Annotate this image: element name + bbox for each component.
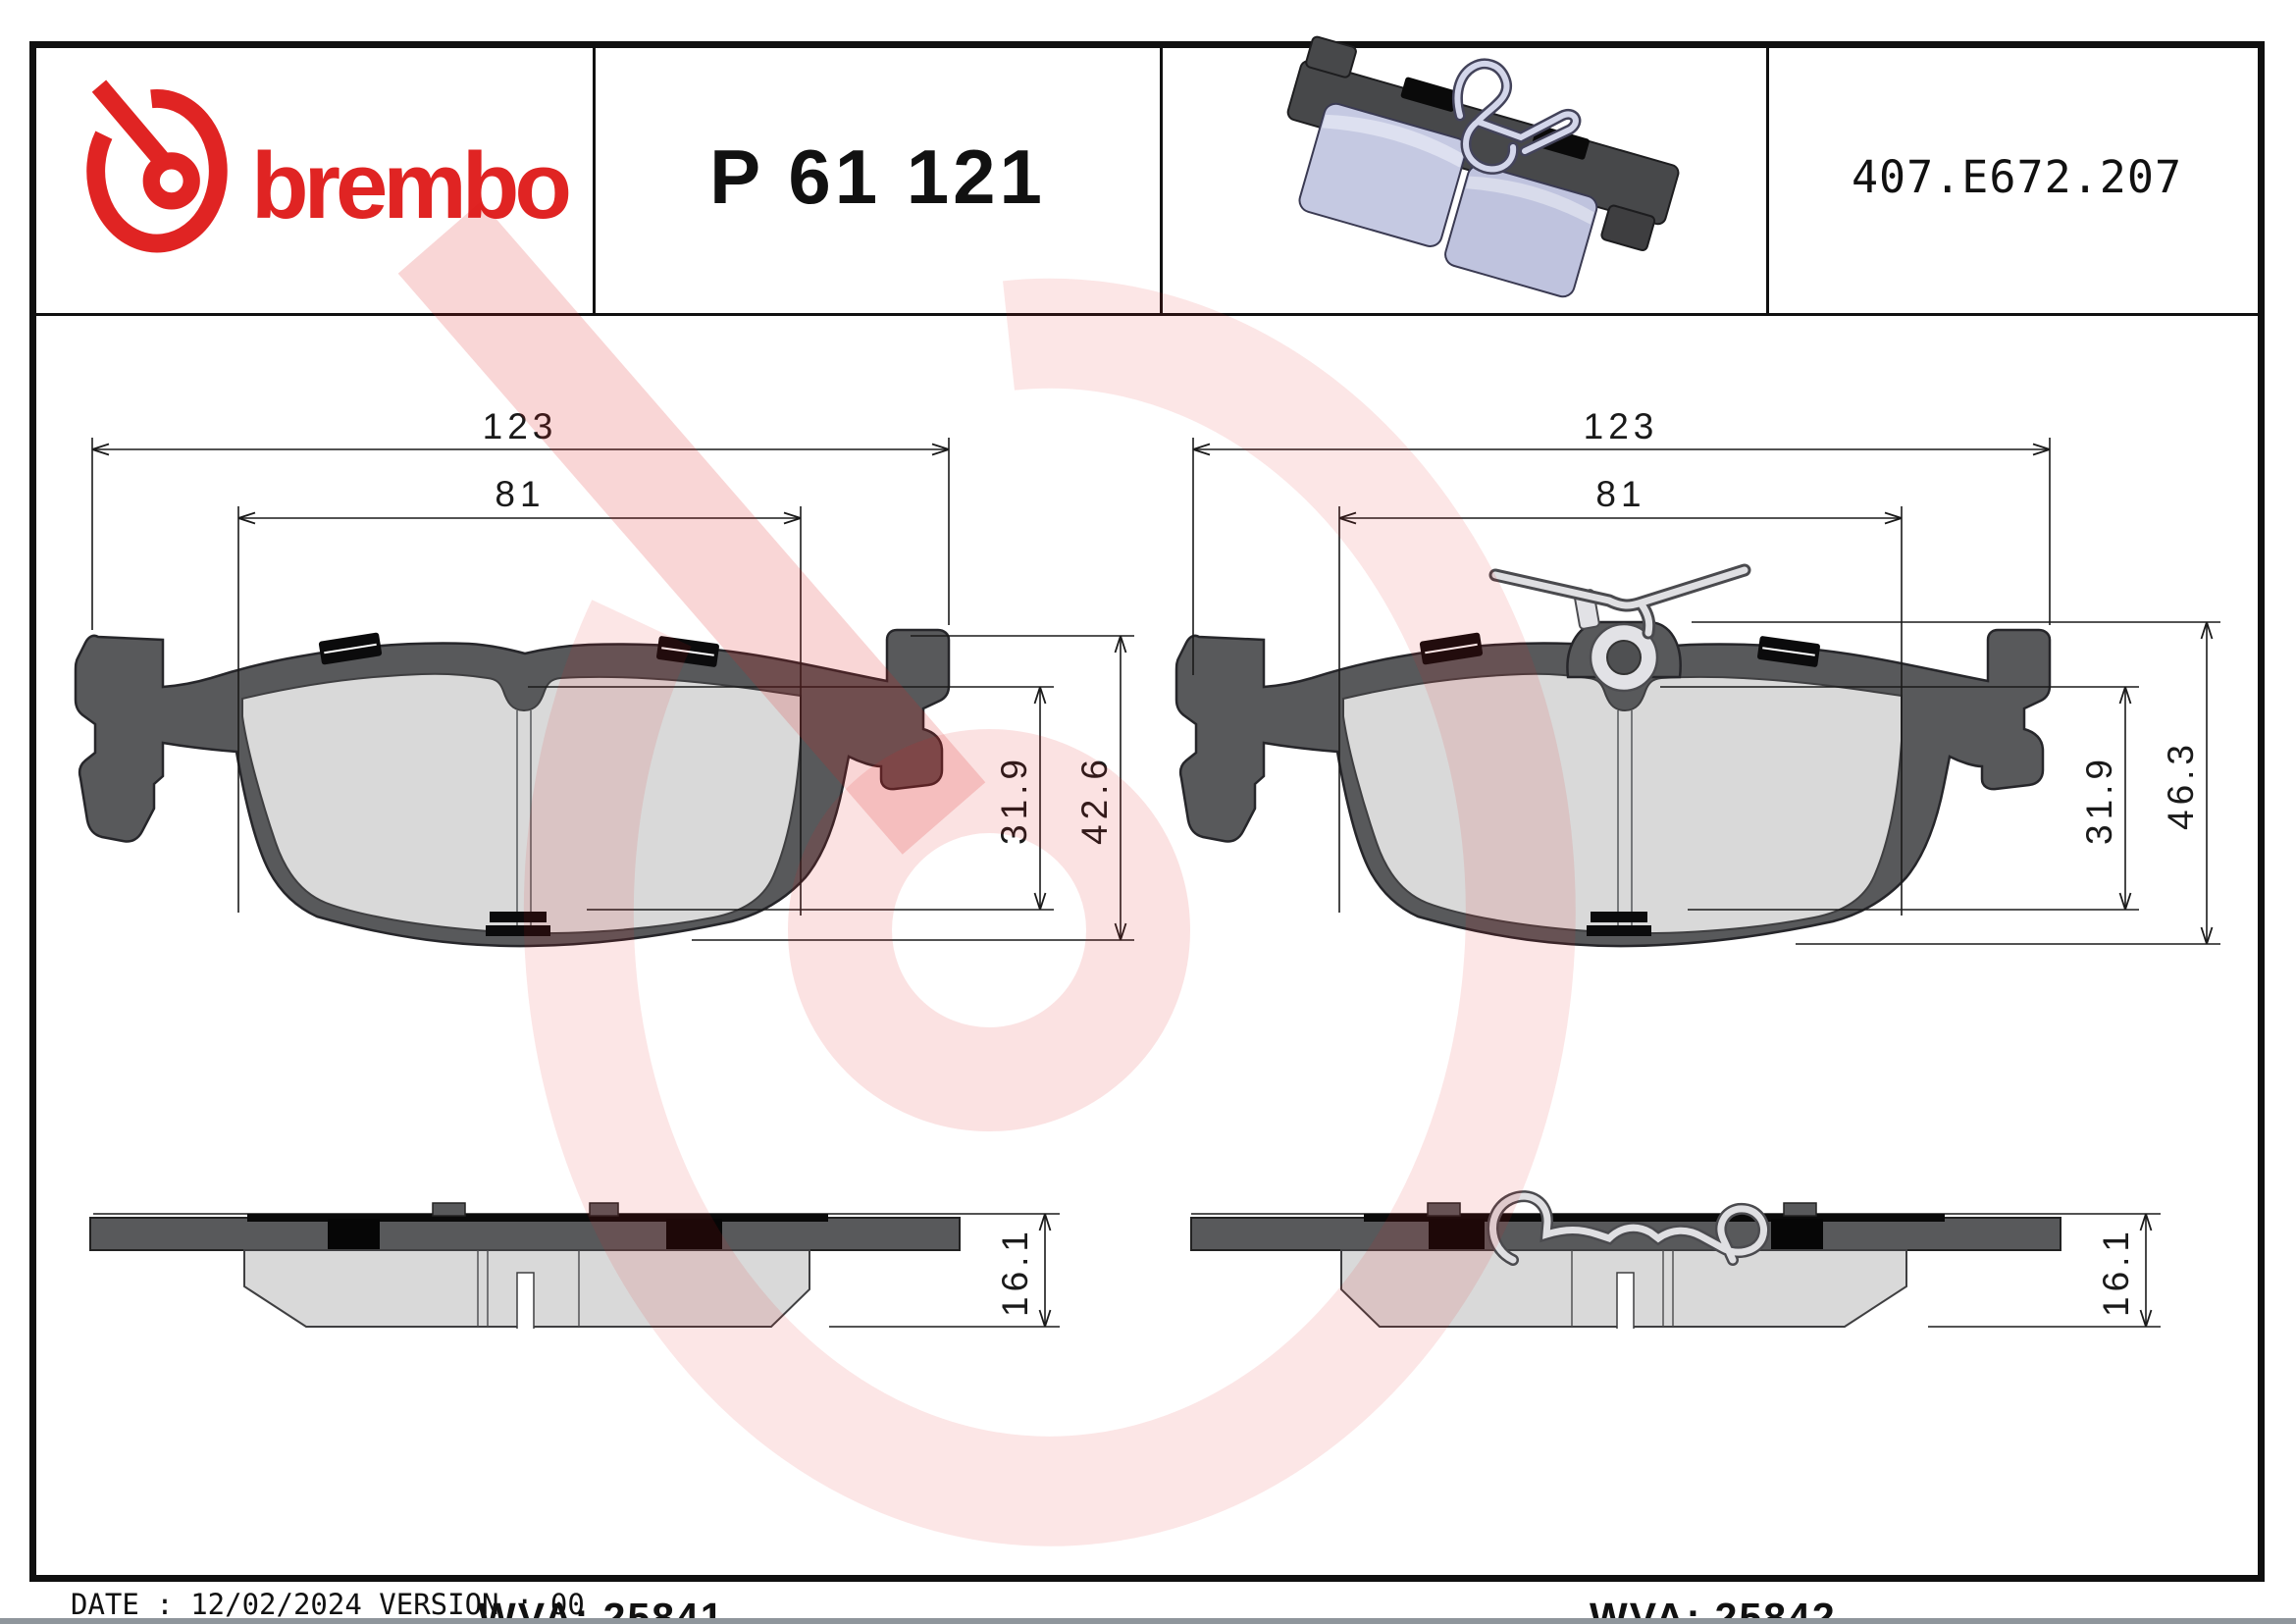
- drawing-left: 123 81 31.9 42.6 16.1: [74, 406, 1134, 1329]
- drawing-right: 123 81 31.9 46.3: [1174, 406, 2220, 1329]
- brembo-disc-logo-icon: [86, 79, 228, 253]
- dimensions-left: [91, 438, 1134, 941]
- header-divider-2: [1160, 41, 1163, 316]
- shim-clip-top-left: [318, 632, 383, 665]
- dim-overall-height-right: 46.3: [2161, 740, 2201, 830]
- dim-pad-width-left: 81: [495, 474, 545, 514]
- spring-eyelet-hole: [1606, 640, 1642, 675]
- shim-clip-bottom-right-drawing: [1587, 912, 1651, 936]
- reference-code: 407.E672.207: [1851, 151, 2183, 203]
- shim-clip-bottom-left-drawing: [486, 912, 550, 936]
- edge-spring-wire: [1487, 1190, 1770, 1266]
- brake-pad-3d-render-icon: [1286, 35, 1680, 298]
- wva-qty-right: WVA: 25842 QTY: x2: [1590, 1468, 1837, 1624]
- dim-thickness-right: 16.1: [2096, 1227, 2136, 1317]
- page-bottom-edge: [0, 1618, 2296, 1624]
- dim-pad-height-left: 31.9: [994, 755, 1034, 845]
- header-divider-1: [593, 41, 596, 316]
- date-version-line: DATE : 12/02/2024 VERSION : 00: [71, 1588, 585, 1621]
- bottom-view-right: [1190, 1190, 2161, 1329]
- shim-clip-top-right-right-drawing: [1757, 636, 1820, 667]
- header-bottom-border: [29, 313, 2265, 316]
- header-divider-3: [1766, 41, 1769, 316]
- brand-wordmark: brembo: [250, 133, 572, 238]
- page-frame: [29, 41, 2265, 1582]
- shim-clip-top-right: [656, 636, 719, 667]
- brembo-logo: brembo: [77, 71, 572, 277]
- dim-thickness-left: 16.1: [995, 1227, 1035, 1317]
- friction-material-right: [1342, 672, 1903, 935]
- shim-clip-top-left-right-drawing: [1419, 632, 1484, 665]
- edge-backplate-left: [89, 1217, 961, 1251]
- wear-spring-arms: [1488, 563, 1751, 640]
- dim-overall-width-right: 123: [1584, 406, 1659, 446]
- bottom-view-left: [89, 1202, 1060, 1329]
- friction-material-left: [241, 672, 802, 935]
- dimensions-right: [1192, 438, 2220, 945]
- dim-pad-height-right: 31.9: [2079, 755, 2119, 845]
- dim-overall-height-left: 42.6: [1074, 755, 1115, 845]
- part-number: P 61 121: [709, 133, 1046, 220]
- dim-pad-width-right: 81: [1595, 474, 1645, 514]
- dim-overall-width-left: 123: [483, 406, 558, 446]
- retaining-spring-3d-icon: [1452, 58, 1582, 175]
